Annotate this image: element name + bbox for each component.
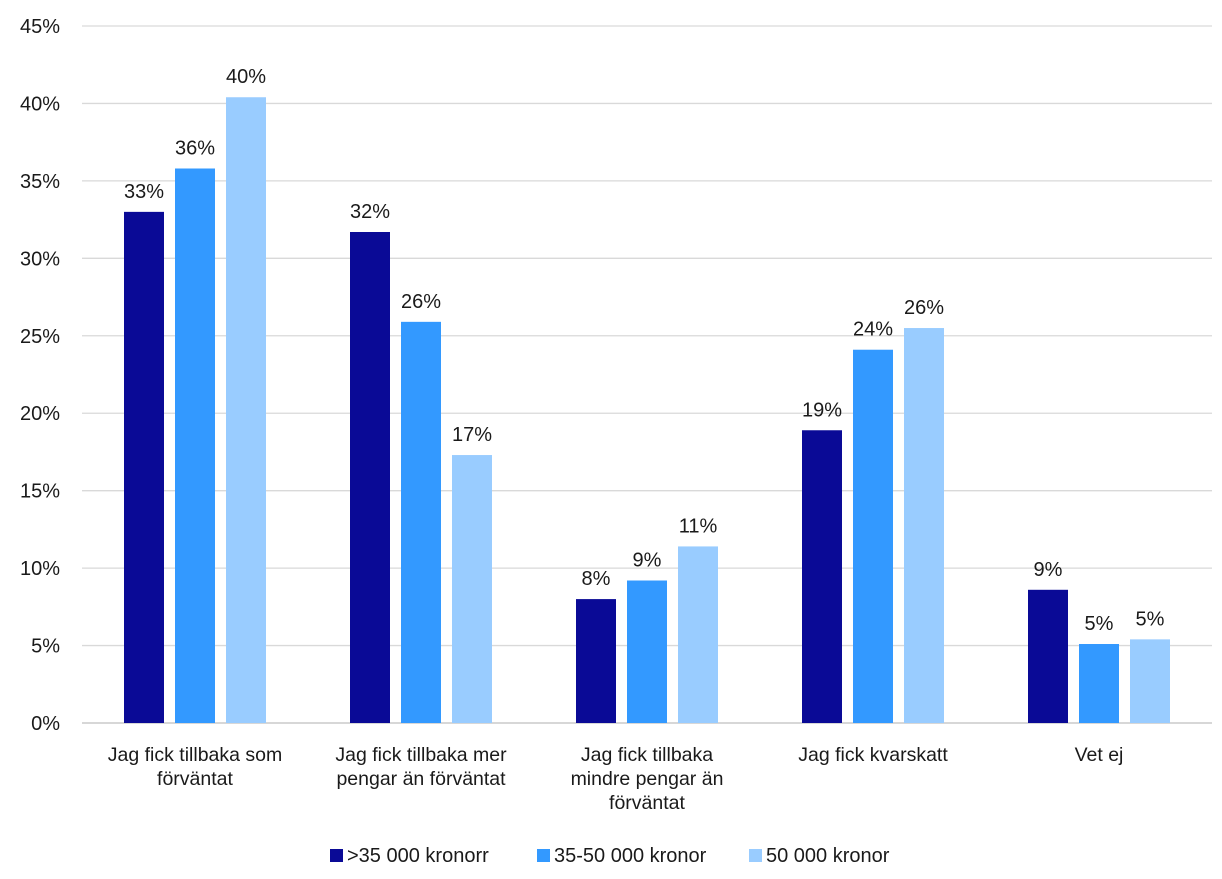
data-label: 40% xyxy=(226,66,266,88)
bar xyxy=(1130,639,1170,723)
x-tick-label: Jag fick tillbaka mindre pengar än förvänt… xyxy=(571,744,724,814)
data-label: 33% xyxy=(124,181,164,203)
bar xyxy=(904,328,944,723)
bar xyxy=(226,97,266,723)
bar xyxy=(452,455,492,723)
gridlines xyxy=(82,25,1212,724)
y-tick-label: 30% xyxy=(20,248,60,270)
y-tick-label: 15% xyxy=(20,481,60,503)
bar xyxy=(124,211,164,723)
y-tick-label: 20% xyxy=(20,403,60,425)
legend: >35 000 kronorr 35-50 000 kronor 50 000 kr… xyxy=(330,845,890,867)
x-tick-label-line: Jag fick tillbaka mer xyxy=(335,744,507,766)
x-tick-label-line: Jag fick tillbaka xyxy=(581,744,713,766)
x-tick-label-line: förväntat xyxy=(609,792,685,814)
x-tick-label-line: Vet ej xyxy=(1075,744,1124,766)
x-tick-label: Jag fick tillbaka mer pengar än förväntat xyxy=(335,744,507,790)
x-tick-label-line: pengar än förväntat xyxy=(336,768,506,790)
data-labels: 33% 36% 40% 32% 26% 17% 8% 9% 11% 19% 24% 26% 9% 5% 5% xyxy=(124,66,1165,635)
legend-swatch xyxy=(749,849,762,862)
bar xyxy=(576,599,616,723)
data-label: 26% xyxy=(904,297,944,319)
y-tick-label: 5% xyxy=(31,636,60,658)
bar xyxy=(1028,589,1068,723)
y-tick-label: 45% xyxy=(20,16,60,38)
legend-label: 35-50 000 kronor xyxy=(554,845,707,867)
data-label: 17% xyxy=(452,424,492,446)
bar xyxy=(1079,644,1119,723)
y-tick-label: 35% xyxy=(20,171,60,193)
x-tick-label-line: förväntat xyxy=(157,768,233,790)
data-label: 5% xyxy=(1085,613,1114,635)
x-tick-label: Jag fick kvarskatt xyxy=(798,744,948,766)
data-label: 9% xyxy=(633,550,662,572)
x-tick-label: Jag fick tillbaka som förväntat xyxy=(108,744,282,790)
legend-label: >35 000 kronorr xyxy=(347,845,489,867)
data-label: 36% xyxy=(175,137,215,159)
data-label: 32% xyxy=(350,201,390,223)
legend-label: 50 000 kronor xyxy=(766,845,890,867)
y-tick-label: 0% xyxy=(31,713,60,735)
data-label: 26% xyxy=(401,291,441,313)
bar xyxy=(627,580,667,723)
y-axis-ticks: 0% 5% 10% 15% 20% 25% 30% 35% 40% 45% xyxy=(20,16,60,735)
x-tick-label-line: Jag fick kvarskatt xyxy=(798,744,948,766)
data-label: 24% xyxy=(853,319,893,341)
x-tick-label: Vet ej xyxy=(1075,744,1124,766)
data-label: 19% xyxy=(802,399,842,421)
data-label: 9% xyxy=(1034,559,1063,581)
bars xyxy=(124,97,1170,723)
data-label: 11% xyxy=(679,515,718,537)
data-label: 5% xyxy=(1136,608,1165,630)
legend-swatch xyxy=(537,849,550,862)
y-tick-label: 40% xyxy=(20,93,60,115)
bar xyxy=(350,232,390,723)
bar xyxy=(802,430,842,723)
y-tick-label: 25% xyxy=(20,326,60,348)
data-label: 8% xyxy=(582,568,611,590)
x-tick-label-line: Jag fick tillbaka som xyxy=(108,744,282,766)
bar xyxy=(401,321,441,723)
bar xyxy=(175,168,215,723)
x-tick-label-line: mindre pengar än xyxy=(571,768,724,790)
bar xyxy=(853,349,893,723)
legend-swatch xyxy=(330,849,343,862)
y-tick-label: 10% xyxy=(20,558,60,580)
bar xyxy=(678,546,718,723)
